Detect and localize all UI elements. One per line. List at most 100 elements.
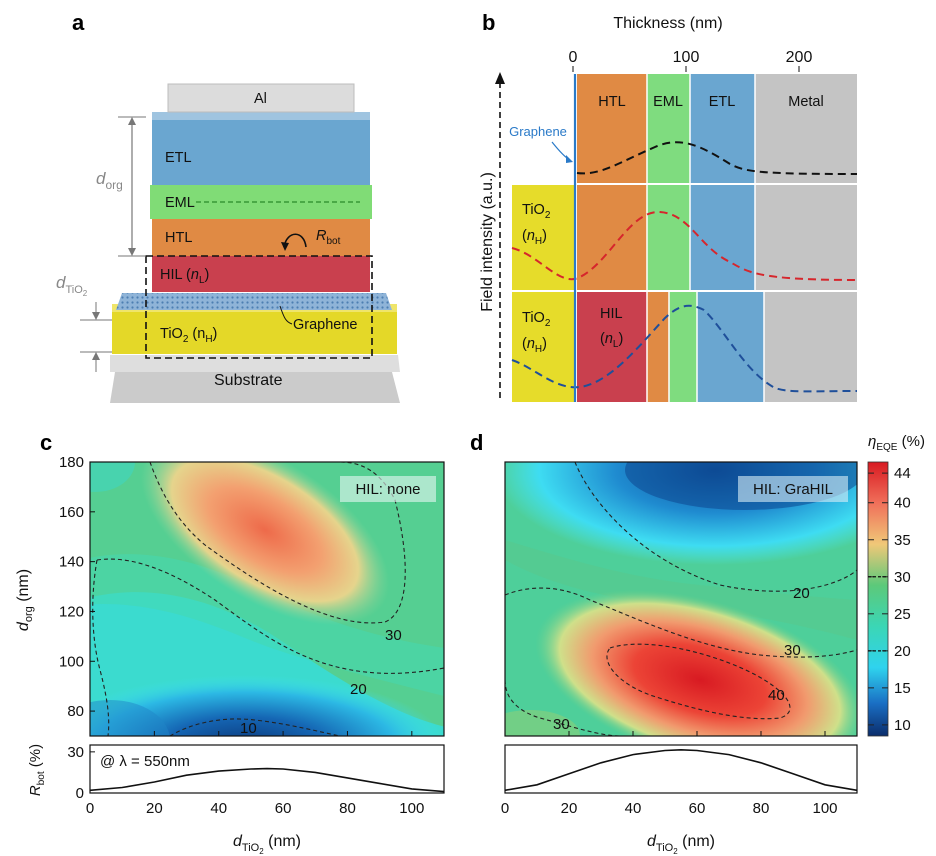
colorbar-tick-4: 30 <box>894 569 911 586</box>
heatmap-d <box>505 462 857 736</box>
contour-d-label-20: 20 <box>793 585 810 602</box>
annotation-c-box <box>340 476 436 502</box>
row3-tio2-label: TiO2 <box>522 310 551 329</box>
heatmap-d-bottom-left <box>505 710 580 736</box>
axes-d: 0 20 40 60 80 100 <box>501 731 838 817</box>
contour-c-10 <box>169 718 341 736</box>
contour-c-30 <box>149 462 406 624</box>
colorbar-tick-0: 10 <box>894 717 911 734</box>
contour-c-20 <box>96 558 444 674</box>
c-ytick-2: 120 <box>59 603 84 620</box>
contour-d-20 <box>574 462 857 592</box>
field-ylabel: Field intensity (a.u.) <box>479 172 496 312</box>
row2-metal <box>755 184 857 290</box>
contour-d-30-top <box>505 587 857 658</box>
heatmap-c-cold-left <box>90 700 170 736</box>
graphene-layer <box>116 293 392 310</box>
colorbar-tick-3: 25 <box>894 606 911 623</box>
colorbar-tick-6: 40 <box>894 495 911 512</box>
panel-label-b: b <box>482 10 495 35</box>
c-xtick-1: 20 <box>146 800 163 817</box>
colorbar-label: ηEQE (%) <box>868 433 925 453</box>
c-rbot-line <box>89 767 445 793</box>
graphene-label-a: Graphene <box>293 317 358 333</box>
field-tick-200: 200 <box>786 49 813 66</box>
d-xtick-4: 80 <box>753 800 770 817</box>
dtio2-arrow-down-icon <box>92 312 100 320</box>
rbot-d-plot <box>504 748 858 792</box>
c-xtick-3: 60 <box>275 800 292 817</box>
row3-hil-n-label: (nL) <box>600 331 623 350</box>
panel-c: c 30 20 10 HIL: none 0 20 40 60 80 100 80 100 12… <box>15 430 445 856</box>
contour-c-label-10: 10 <box>240 720 257 737</box>
substrate-label: Substrate <box>214 372 283 389</box>
field-yaxis-arrow-icon <box>495 72 505 84</box>
row1-eml <box>647 74 690 184</box>
graphene-callout-line <box>279 305 293 325</box>
row2-etl <box>690 184 755 290</box>
etl-layer <box>152 117 370 185</box>
row2-tio2-label: TiO2 <box>522 202 551 221</box>
row2-tio2 <box>512 184 575 290</box>
dorg-arrow-up-icon <box>128 117 136 125</box>
rbot-arrowhead-icon <box>281 242 289 251</box>
contour-d-40 <box>606 643 791 720</box>
contour-d-label-30: 30 <box>784 642 801 659</box>
row3-etl <box>697 292 764 402</box>
heatmap-c-corner <box>90 462 135 492</box>
dorg-label: dorg <box>96 169 123 192</box>
row2-eml <box>647 184 690 290</box>
row1-metal-label: Metal <box>788 94 823 110</box>
row3-hil-label: HIL <box>600 306 623 322</box>
htl-label: HTL <box>165 230 192 246</box>
d-rbot-line <box>504 748 858 792</box>
colorbar <box>867 461 889 737</box>
panel-d: d 20 30 40 30 HIL: GraHIL 0 20 40 60 80 100 <box>470 430 925 856</box>
al-layer <box>167 83 355 113</box>
c-ytick-0: 80 <box>67 703 84 720</box>
panel-b: b Thickness (nm) 0 100 200 Field intensi… <box>479 10 858 402</box>
ylabel-c: dorg (nm) <box>15 569 35 631</box>
rbot-label: Rbot <box>316 228 341 247</box>
heatmap-d-hot <box>535 589 857 736</box>
panel-label-a: a <box>72 10 85 35</box>
rbot-c-plot: 0 30 <box>67 744 445 802</box>
al-label: Al <box>254 91 267 107</box>
d-xtick-2: 40 <box>625 800 642 817</box>
annotation-d: HIL: GraHIL <box>753 481 833 498</box>
ylabel-rbot: Rbot (%) <box>27 744 47 796</box>
row1-etl <box>690 74 755 184</box>
row3-field-curve <box>511 304 858 393</box>
dtio2-arrow-up-icon <box>92 352 100 360</box>
heatmap-c-frame <box>89 461 445 737</box>
heatmap-c-cold <box>90 675 444 736</box>
htl-layer <box>152 219 370 256</box>
panel-label-c: c <box>40 430 52 455</box>
d-xtick-5: 100 <box>812 800 837 817</box>
hil-label: HIL (nL) <box>160 267 209 286</box>
tio2-layer <box>112 310 397 354</box>
row1-metal <box>755 74 857 184</box>
colorbar-ticks: 10 15 20 25 30 35 40 44 <box>868 465 911 734</box>
d-xtick-3: 60 <box>689 800 706 817</box>
eml-label: EML <box>165 195 195 211</box>
row2-n-label: (nH) <box>522 228 547 247</box>
c-xtick-0: 0 <box>86 800 94 817</box>
contour-c-label-20: 20 <box>350 681 367 698</box>
row2-htl <box>577 184 647 290</box>
row3-htl <box>647 292 669 402</box>
row3-tio2 <box>512 292 575 402</box>
contour-d-label-30b: 30 <box>553 716 570 733</box>
field-xlabel: Thickness (nm) <box>613 15 722 32</box>
row2-field-curve <box>511 210 858 281</box>
etl-label: ETL <box>165 150 192 166</box>
colorbar-tick-2: 20 <box>894 643 911 660</box>
c-xtick-5: 100 <box>399 800 424 817</box>
row3-metal <box>764 292 857 402</box>
heatmap-d-frame <box>504 461 858 737</box>
row3-eml <box>669 292 697 402</box>
heatmap-c-hot <box>140 462 390 626</box>
